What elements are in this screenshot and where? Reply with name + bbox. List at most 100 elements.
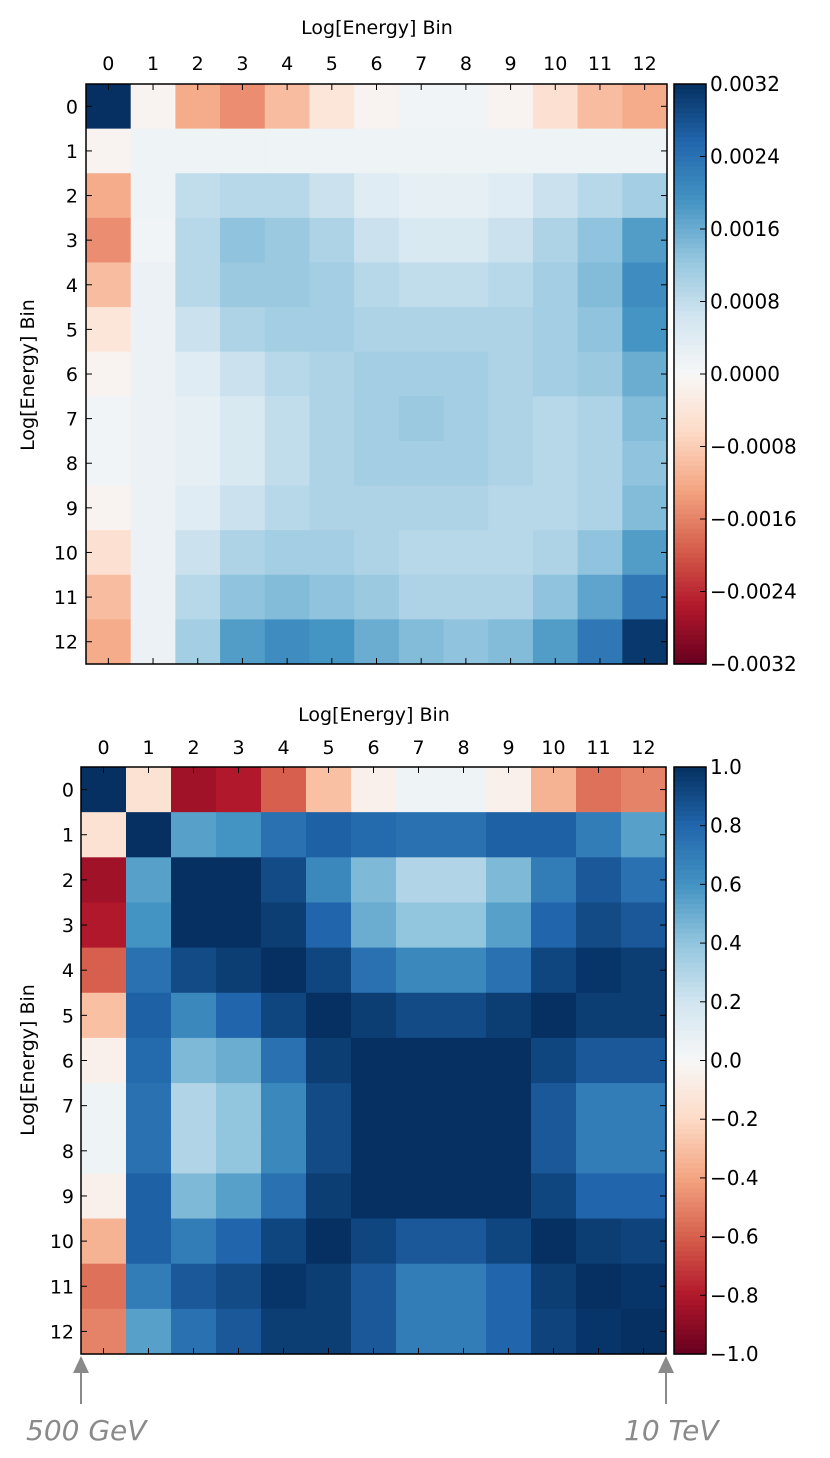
heatmap-cell	[488, 351, 534, 397]
heatmap-cell	[531, 947, 577, 994]
colorbar-segment	[674, 1217, 706, 1223]
heatmap-cell	[443, 440, 489, 487]
colorbar-segment	[674, 456, 706, 462]
colorbar-segment	[674, 84, 706, 90]
colorbar-segment	[674, 581, 706, 588]
x-tick-label: 6	[367, 737, 379, 759]
colorbar-segment	[674, 1138, 706, 1145]
colorbar-segment	[674, 806, 706, 812]
heatmap-cell	[220, 173, 266, 219]
heatmap-cell	[81, 857, 127, 904]
colorbar-segment	[674, 1344, 706, 1350]
heatmap-cell	[351, 812, 397, 858]
y-tick-label: 6	[62, 1051, 74, 1073]
heatmap-cell	[396, 992, 442, 1039]
colorbar-segment	[674, 1212, 706, 1218]
heatmap-cell	[171, 992, 217, 1039]
heatmap-cell	[351, 1083, 397, 1129]
colorbar-segment	[674, 523, 706, 530]
colorbar-segment	[674, 146, 706, 153]
heatmap-cell	[441, 1128, 487, 1174]
colorbar-segment	[674, 349, 706, 356]
colorbar-segment	[674, 1036, 706, 1042]
heatmap-cell	[306, 947, 352, 994]
heatmap-cell	[309, 351, 355, 397]
heatmap-cells	[86, 84, 668, 665]
colorbar-segment	[674, 190, 706, 196]
heatmap-cell	[531, 1308, 577, 1355]
colorbar-segment	[674, 364, 706, 370]
x-tick-label: 5	[322, 737, 334, 759]
colorbar-segment	[674, 1109, 706, 1115]
heatmap-cell	[443, 530, 489, 576]
heatmap-cell	[306, 992, 352, 1039]
colorbar-segment	[674, 1104, 706, 1111]
colorbar-segment	[674, 1124, 706, 1130]
colorbar-segment	[674, 918, 706, 925]
x-tick-label: 3	[232, 737, 244, 759]
heatmap-cell	[398, 396, 445, 442]
colorbar-segment	[674, 422, 706, 428]
y-tick-label: 7	[66, 409, 78, 431]
heatmap-cell	[396, 1173, 442, 1220]
colorbar-segment	[674, 446, 706, 452]
colorbar-segment	[674, 977, 706, 983]
colorbar-segment	[674, 142, 706, 148]
heatmap-cell	[171, 1173, 217, 1220]
heatmap-cell	[576, 1308, 622, 1355]
heatmap-cell	[488, 619, 534, 665]
colorbar-segment	[674, 771, 706, 778]
colorbar-segment	[674, 586, 706, 593]
colorbar-segment	[674, 591, 706, 597]
heatmap-cell	[576, 1218, 622, 1265]
colorbar-segment	[674, 913, 706, 920]
heatmap-cell	[86, 262, 132, 308]
colorbar-segment	[674, 894, 706, 900]
heatmap-cell	[488, 217, 534, 264]
heatmap-cell	[351, 1263, 397, 1310]
y-tick-label: 0	[62, 780, 74, 802]
heatmap-cell	[220, 351, 266, 397]
colorbar-segment	[674, 815, 706, 822]
heatmap-cell	[220, 262, 266, 308]
right-energy-label: 10 TeV	[624, 1414, 720, 1447]
heatmap-cell	[171, 1218, 217, 1265]
colorbar-segment	[674, 606, 706, 612]
colorbar-segment	[674, 1084, 706, 1091]
x-tick-label: 2	[192, 53, 204, 75]
colorbar-segment	[674, 1202, 706, 1208]
heatmap-cell	[621, 902, 667, 949]
heatmap-cell	[220, 217, 266, 264]
colorbar-segment	[674, 1021, 706, 1027]
heatmap-cell	[175, 84, 221, 130]
heatmap-cell	[130, 217, 176, 264]
colorbar-segment	[674, 538, 706, 544]
colorbar-segment	[674, 1231, 706, 1238]
heatmap-cell	[443, 307, 489, 353]
colorbar-segment	[674, 316, 706, 322]
heatmap-cell	[306, 857, 352, 904]
heatmap-cell	[621, 1083, 667, 1129]
heatmap-cell	[220, 485, 266, 531]
heatmap-cell	[621, 1308, 667, 1355]
heatmap-cell	[396, 1037, 442, 1084]
heatmap-cell	[126, 1037, 172, 1084]
colorbar-segment	[674, 398, 706, 404]
colorbar-segment	[674, 557, 706, 564]
heatmap-cell	[576, 1263, 622, 1310]
heatmap-cell	[261, 1083, 307, 1129]
colorbar-segment	[674, 835, 706, 841]
colorbar-segment	[674, 180, 706, 187]
heatmap-cell	[532, 396, 579, 442]
heatmap-cell	[86, 173, 132, 219]
colorbar-segment	[674, 1099, 706, 1106]
colorbar-segment	[674, 354, 706, 361]
heatmap-cell	[261, 902, 307, 949]
heatmap-cell	[532, 351, 579, 397]
heatmap-cell	[486, 902, 532, 949]
colorbar-segment	[674, 654, 706, 660]
heatmap-cell	[621, 1037, 667, 1084]
colorbar-segment	[674, 262, 706, 269]
